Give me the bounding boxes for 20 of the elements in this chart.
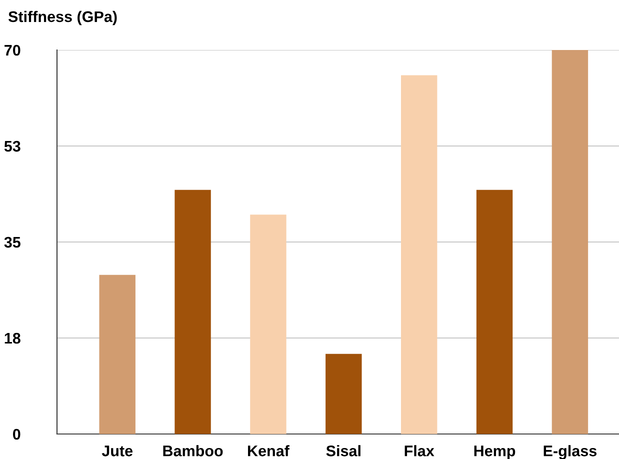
bar [476, 190, 513, 434]
bar [400, 75, 438, 434]
bar [99, 274, 136, 434]
bar [552, 50, 588, 434]
y-tick-label: 70 [4, 44, 20, 56]
x-tick-label: Bamboo [163, 445, 223, 456]
x-tick-label: Flax [404, 445, 434, 456]
x-tick-label: Jute [102, 446, 133, 456]
x-tick-label: Kenaf [248, 445, 290, 456]
x-tick-label: Hemp [474, 446, 516, 459]
y-tick-label: 0 [12, 428, 20, 440]
y-tick-label: 35 [4, 236, 20, 248]
x-tick-label: Sisal [326, 445, 360, 456]
bar [250, 214, 286, 434]
bar [174, 190, 211, 434]
y-tick-label: 53 [4, 140, 20, 152]
x-tick-label: E-glass [544, 445, 597, 459]
y-axis-title: Stiffness (GPa) [8, 10, 117, 26]
bar [326, 354, 362, 434]
y-tick-label: 18 [4, 332, 20, 344]
